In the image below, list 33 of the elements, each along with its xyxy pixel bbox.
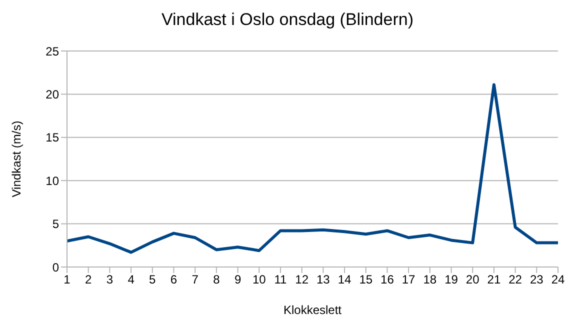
x-axis-title: Klokkeslett (283, 303, 342, 317)
x-tick-label: 14 (338, 272, 352, 287)
x-tick-label: 4 (128, 272, 135, 287)
x-tick-label: 22 (508, 272, 522, 287)
chart-title: Vindkast i Oslo onsdag (Blindern) (160, 10, 414, 30)
x-tick-label: 21 (487, 272, 501, 287)
y-tick-label: 25 (46, 44, 60, 58)
y-tick-label: 5 (52, 217, 60, 232)
x-tick-label: 8 (213, 272, 220, 287)
x-tick-label: 13 (316, 272, 330, 287)
y-tick-label: 20 (46, 87, 60, 102)
x-tick-label: 16 (380, 272, 394, 287)
x-tick-label: 19 (444, 272, 458, 287)
x-tick-label: 18 (423, 272, 437, 287)
x-tick-label: 20 (466, 272, 480, 287)
y-axis-title: Vindkast (m/s) (9, 120, 24, 198)
x-tick-label: 2 (85, 272, 92, 287)
x-tick-label: 1 (64, 272, 71, 287)
x-tick-label: 5 (149, 272, 156, 287)
x-tick-label: 12 (295, 272, 309, 287)
y-tick-label: 10 (46, 174, 60, 188)
x-tick-label: 23 (530, 272, 544, 287)
x-tick-label: 3 (106, 272, 114, 287)
x-tick-label: 15 (359, 272, 373, 287)
x-tick-label: 24 (551, 272, 565, 287)
x-tick-label: 7 (192, 272, 199, 287)
x-tick-label: 6 (170, 272, 178, 287)
y-tick-label: 15 (46, 130, 60, 145)
x-tick-label: 10 (252, 272, 266, 287)
x-tick-label: 17 (402, 272, 416, 287)
x-tick-label: 9 (234, 272, 242, 287)
y-tick-label: 0 (52, 260, 60, 274)
x-tick-label: 11 (274, 272, 288, 287)
